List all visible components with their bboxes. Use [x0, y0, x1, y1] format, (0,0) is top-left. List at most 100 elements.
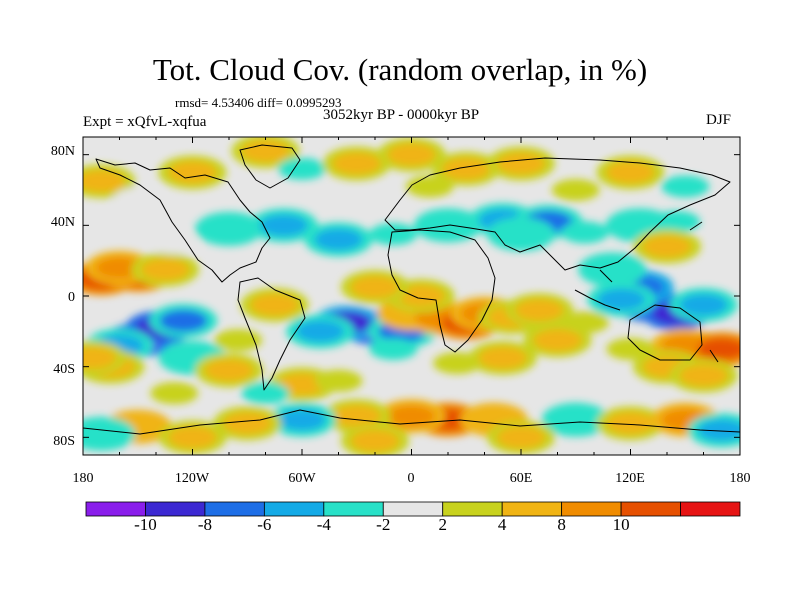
lat-label: 40N	[51, 215, 75, 230]
stats-line: rmsd= 4.53406 diff= 0.0995293	[175, 95, 342, 110]
colorbar-label: -10	[134, 515, 157, 534]
colorbar-swatch	[501, 501, 563, 517]
anomaly-cell	[83, 170, 126, 193]
anomaly-cell	[387, 405, 436, 428]
colorbar-label: -2	[376, 515, 390, 534]
anomaly-cell	[643, 235, 691, 258]
anomaly-cell	[223, 412, 272, 435]
colorbar-swatch	[145, 501, 206, 517]
anomaly-cell	[369, 338, 418, 360]
anomaly-cell	[83, 346, 117, 369]
colorbar-swatch	[204, 501, 265, 517]
anomaly-cell	[560, 311, 609, 334]
anomaly-cell	[314, 228, 363, 251]
anomaly-cell	[606, 338, 655, 360]
anomaly-cell	[551, 408, 600, 431]
anomaly-cell	[296, 320, 345, 343]
anomaly-cell	[679, 364, 728, 387]
anomaly-cell	[351, 276, 399, 299]
anomaly-cell	[405, 175, 454, 198]
period-label: 3052kyr BP - 0000kyr BP	[323, 107, 480, 123]
experiment-label: Expt = xQfvL-xqfua	[83, 114, 207, 130]
colorbar-swatch	[323, 501, 384, 517]
colorbar-label: 4	[498, 515, 507, 534]
lat-label: 0	[68, 290, 75, 305]
anomaly-cell	[278, 373, 326, 396]
anomaly-cell	[241, 140, 290, 163]
anomaly-cell	[332, 152, 381, 175]
lat-label: 40S	[53, 362, 75, 377]
colorbar-swatch	[442, 501, 503, 517]
colorbar-swatch	[680, 501, 741, 517]
anomaly-cell	[697, 338, 740, 360]
anomaly-cell	[250, 293, 299, 316]
anomaly-cell	[214, 329, 263, 352]
figure-title: Tot. Cloud Cov. (random overlap, in %)	[152, 52, 648, 87]
anomaly-cell	[351, 429, 399, 452]
coastline-islands	[574, 221, 719, 363]
coastlines	[83, 144, 740, 435]
anomaly-cell	[497, 426, 545, 449]
coastline-eurasia	[384, 157, 731, 271]
coastline-australia	[627, 304, 703, 361]
anomaly-cell	[697, 419, 740, 442]
lon-label: 60E	[510, 471, 533, 486]
anomaly-cell	[113, 187, 162, 210]
colorbar-swatch	[620, 501, 681, 517]
coastline-antarctica	[83, 409, 740, 435]
anomaly-cell	[168, 426, 217, 449]
anomaly-cell	[515, 299, 564, 322]
anomaly-cell	[442, 157, 491, 180]
lon-label: 0	[408, 471, 415, 486]
anomaly-cell	[597, 288, 646, 311]
anomaly-cell	[150, 382, 199, 405]
anomaly-cell	[141, 258, 190, 281]
season-label: DJF	[706, 112, 732, 128]
coastline-south-america	[237, 277, 306, 391]
anomaly-cell	[241, 382, 290, 405]
anomaly-cell	[560, 221, 609, 244]
lon-label: 120W	[175, 471, 210, 486]
colorbar	[85, 501, 741, 517]
colorbar-label: -8	[198, 515, 212, 534]
anomaly-cell	[278, 157, 326, 180]
anomaly-cell	[150, 232, 199, 254]
colorbar-label: 10	[613, 515, 630, 534]
map-plot-area	[82, 136, 741, 456]
colorbar-swatch	[85, 501, 146, 517]
colorbar-swatch	[382, 501, 444, 517]
colorbar-label: 2	[438, 515, 447, 534]
anomaly-cell	[679, 293, 728, 316]
anomaly-cell	[652, 210, 701, 233]
anomaly-cell	[533, 329, 582, 352]
anomaly-cell	[314, 369, 363, 392]
lat-label: 80N	[51, 144, 75, 159]
coastline-greenland	[239, 144, 301, 189]
coastline-africa	[387, 229, 496, 353]
colorbar-label: 8	[557, 515, 566, 534]
colorbar-swatch	[263, 501, 325, 517]
lat-axis-labels: 80N 40N 0 40S 80S	[51, 144, 75, 449]
coastline-north-america	[95, 158, 271, 283]
anomaly-cell	[95, 256, 144, 279]
anomaly-cell	[588, 258, 637, 281]
lon-label: 180	[730, 471, 751, 486]
anomaly-cell	[606, 412, 655, 435]
anomaly-cell	[478, 346, 527, 369]
colorbar-labels: -10 -8 -6 -4 -2 2 4 8 10	[134, 515, 629, 534]
colorbar-label: -6	[257, 515, 271, 534]
anomaly-cell	[159, 309, 208, 332]
lon-label: 120E	[615, 471, 645, 486]
lon-axis-labels: 180 120W 60W 0 60E 120E 180	[73, 471, 751, 486]
colorbar-swatch	[561, 501, 622, 517]
anomaly-cell	[661, 175, 710, 198]
colorbar-label: -4	[317, 515, 332, 534]
lat-label: 80S	[53, 434, 75, 449]
anomaly-cell	[205, 359, 253, 382]
anomaly-cell	[332, 405, 381, 428]
lon-label: 180	[73, 471, 94, 486]
lon-label: 60W	[288, 471, 316, 486]
anomaly-cell	[83, 422, 126, 445]
axis-ticks	[82, 137, 741, 455]
